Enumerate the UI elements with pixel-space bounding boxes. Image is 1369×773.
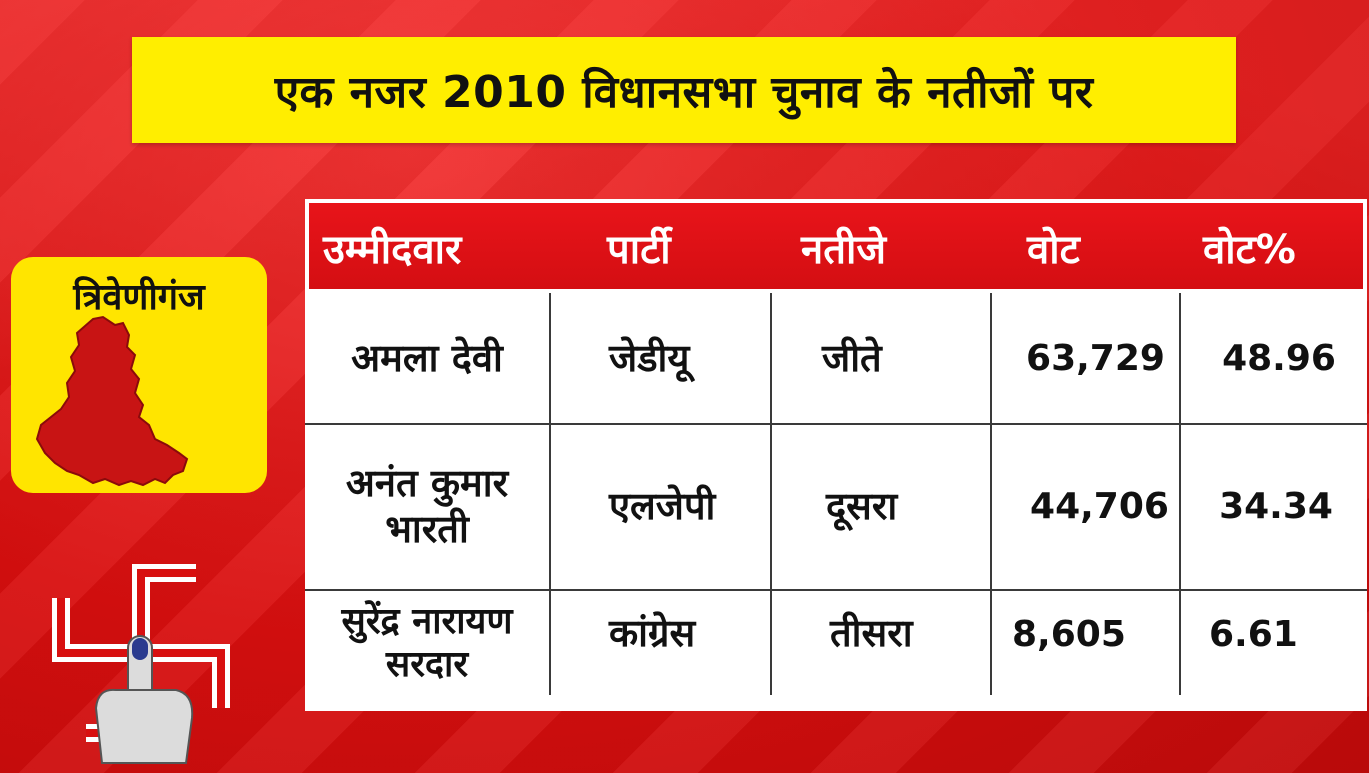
col-divider — [1179, 293, 1181, 695]
col-divider — [549, 293, 551, 695]
region-card: त्रिवेणीगंज — [11, 257, 267, 493]
candidate-name-line1: सुरेंद्र नारायण — [341, 600, 513, 642]
title-banner: एक नजर 2010 विधानसभा चुनाव के नतीजों पर — [132, 37, 1236, 143]
table-row-2-votes: 44,706 — [1030, 486, 1169, 528]
voting-symbol-icon — [52, 564, 230, 764]
table-row-2-candidate: अनंत कुमार भारती — [305, 425, 549, 589]
candidate-name-line1: अनंत कुमार — [345, 461, 509, 506]
table-row-3-votes: 8,605 — [1012, 614, 1126, 655]
header-result: नतीजे — [801, 227, 887, 273]
table-row-3-vote-pct: 6.61 — [1209, 614, 1298, 655]
table-row-3-result: तीसरा — [830, 611, 913, 655]
table-row-3-party: कांग्रेस — [609, 611, 696, 655]
table-row-2-party: एलजेपी — [609, 484, 716, 529]
table-row-1-vote-pct: 48.96 — [1222, 338, 1336, 380]
col-divider — [770, 293, 772, 695]
table-row-1-party: जेडीयू — [609, 336, 690, 381]
page-title: एक नजर 2010 विधानसभा चुनाव के नतीजों पर — [274, 67, 1094, 118]
table-row-1-result: जीते — [822, 336, 882, 381]
candidate-name-line2: सरदार — [385, 644, 469, 685]
table-row-2-result: दूसरा — [826, 484, 898, 529]
row-divider — [305, 423, 1367, 425]
col-divider — [990, 293, 992, 695]
table-row-1-votes: 63,729 — [1026, 338, 1165, 380]
header-candidate: उम्मीदवार — [323, 227, 462, 273]
table-header: उम्मीदवार पार्टी नतीजे वोट वोट% — [305, 199, 1367, 293]
table-row-3-candidate: सुरेंद्र नारायण सरदार — [305, 591, 549, 695]
region-map-icon — [35, 315, 189, 487]
table-row-1-candidate: अमला देवी — [351, 336, 503, 381]
table-row-2-vote-pct: 34.34 — [1219, 486, 1333, 528]
region-name: त्रिवेणीगंज — [73, 277, 205, 318]
header-vote-pct: वोट% — [1203, 227, 1296, 273]
row-divider — [305, 589, 1367, 591]
results-table: उम्मीदवार पार्टी नतीजे वोट वोट% अमला देव… — [305, 199, 1367, 711]
header-votes: वोट — [1027, 227, 1080, 273]
candidate-name-line2: भारती — [385, 507, 469, 551]
header-party: पार्टी — [607, 227, 671, 273]
